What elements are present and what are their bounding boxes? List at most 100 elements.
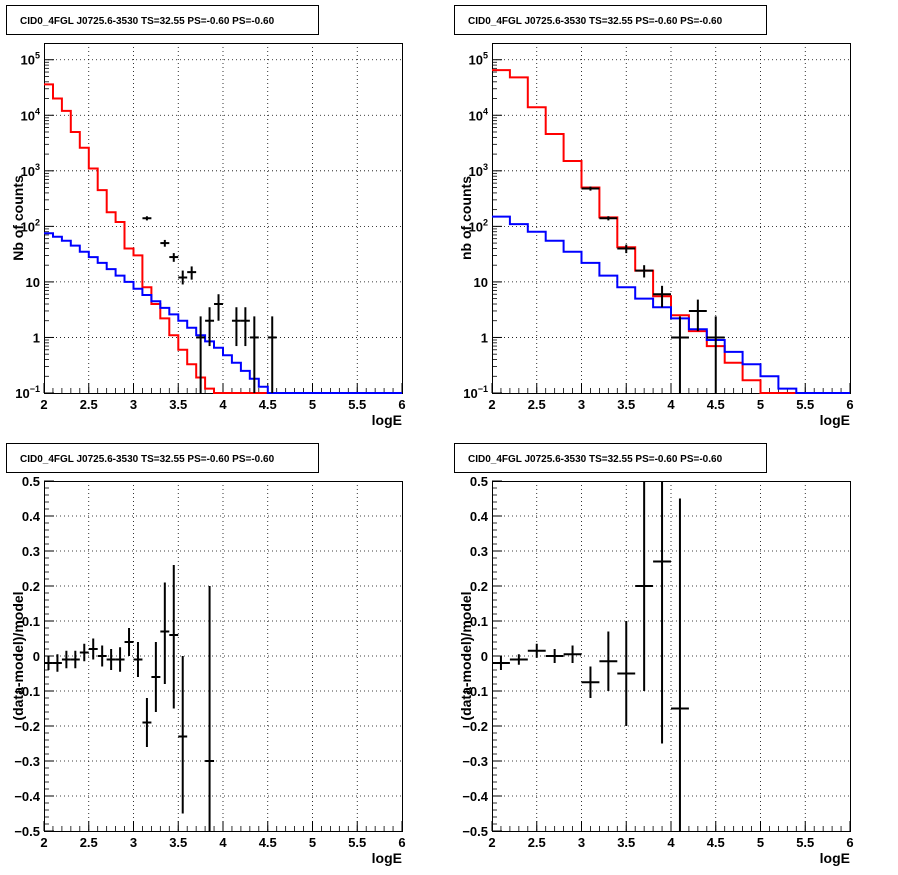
- y-tick-label: 102: [21, 217, 40, 234]
- x-axis-label: logE: [372, 412, 402, 428]
- x-tick-label: 2: [40, 397, 47, 412]
- data-point: [492, 656, 510, 670]
- y-tick-base: 0: [481, 649, 488, 664]
- y-tick-label: 103: [469, 162, 488, 179]
- data-point: [160, 239, 170, 247]
- data-point: [599, 631, 618, 691]
- title-box: [6, 5, 319, 35]
- title-box: [454, 443, 767, 473]
- y-tick-base: 10: [474, 275, 488, 290]
- y-tick-label: 0: [33, 649, 40, 664]
- y-tick-exponent: 2: [35, 217, 40, 227]
- x-tick-label: 6: [398, 397, 405, 412]
- y-tick-label: −0.3: [14, 754, 40, 769]
- data-point: [617, 244, 636, 254]
- data-point: [106, 649, 116, 670]
- y-tick-exponent: 4: [483, 106, 488, 116]
- y-tick-base: −0.1: [462, 684, 488, 699]
- x-tick-label: 4: [667, 835, 675, 850]
- y-tick-label: −0.5: [14, 824, 40, 839]
- data-point: [79, 643, 89, 662]
- data-point: [44, 656, 53, 670]
- chart-panel-4: CID0_4FGL J0725.6-3530 TS=32.55 PS=-0.60…: [454, 443, 854, 866]
- y-tick-base: 0.1: [22, 614, 40, 629]
- model-histogram-1: [44, 83, 313, 394]
- data-point: [671, 316, 689, 393]
- data-point: [205, 307, 215, 347]
- data-point: [160, 582, 170, 684]
- chart-title: CID0_4FGL J0725.6-3530 TS=32.55 PS=-0.60…: [20, 16, 275, 27]
- x-tick-label: 6: [846, 397, 853, 412]
- data-point: [133, 642, 143, 677]
- data-point: [142, 698, 152, 747]
- y-tick-base: 0.3: [22, 544, 40, 559]
- x-tick-label: 3.5: [617, 397, 635, 412]
- title-box: [454, 5, 767, 35]
- y-tick-base: 10: [469, 108, 483, 123]
- y-tick-base: 0.4: [22, 509, 41, 524]
- y-axis-label: (data-model)/model: [458, 591, 474, 720]
- x-tick-label: 4.5: [259, 835, 277, 850]
- data-point: [635, 481, 654, 691]
- y-tick-label: 0.3: [22, 544, 40, 559]
- data-point: [196, 316, 206, 393]
- plot-frame: [492, 43, 851, 394]
- data-point: [240, 307, 250, 347]
- y-axis-label: Nb of counts: [10, 175, 26, 261]
- y-tick-label: 0.2: [22, 579, 40, 594]
- x-tick-label: 3.5: [169, 835, 187, 850]
- data-point: [653, 285, 671, 308]
- y-tick-base: −0.3: [14, 754, 40, 769]
- data-point: [671, 498, 689, 831]
- y-tick-label: 0.1: [470, 614, 488, 629]
- y-tick-base: 10: [21, 219, 35, 234]
- y-tick-label: 0.4: [22, 509, 41, 524]
- y-tick-exponent: −1: [478, 384, 488, 394]
- data-point: [169, 565, 179, 709]
- y-tick-label: 103: [21, 162, 40, 179]
- data-point: [635, 265, 654, 278]
- data-point: [581, 666, 600, 698]
- x-axis-label: logE: [372, 850, 402, 866]
- y-tick-label: −0.1: [14, 684, 40, 699]
- data-point: [214, 294, 223, 321]
- y-tick-label: 10−1: [15, 384, 40, 401]
- x-tick-label: 2.5: [80, 397, 98, 412]
- y-tick-base: −0.2: [462, 719, 488, 734]
- data-point: [599, 216, 618, 221]
- y-tick-label: −0.4: [14, 789, 40, 804]
- x-tick-label: 3: [578, 835, 585, 850]
- y-tick-label: 102: [469, 217, 488, 234]
- data-point: [115, 647, 125, 672]
- y-tick-label: 10: [26, 275, 40, 290]
- y-tick-exponent: 3: [483, 162, 488, 172]
- data-point: [267, 316, 277, 393]
- x-tick-label: 2: [488, 397, 495, 412]
- x-tick-label: 3: [130, 835, 137, 850]
- data-point: [205, 586, 215, 831]
- data-point: [97, 645, 107, 667]
- y-tick-base: −0.2: [14, 719, 40, 734]
- y-tick-label: 0.1: [22, 614, 40, 629]
- data-point: [169, 253, 179, 262]
- data-point: [617, 621, 636, 726]
- data-point: [563, 645, 582, 663]
- y-tick-label: 0.2: [470, 579, 488, 594]
- data-point: [653, 481, 671, 744]
- y-tick-base: 0.2: [22, 579, 40, 594]
- y-tick-exponent: 2: [483, 217, 488, 227]
- chart-panel-2: CID0_4FGL J0725.6-3530 TS=32.55 PS=-0.60…: [454, 5, 854, 428]
- y-tick-label: 104: [469, 106, 488, 123]
- y-tick-base: −0.5: [462, 824, 488, 839]
- y-tick-base: 0.3: [470, 544, 488, 559]
- data-point: [61, 650, 71, 669]
- x-tick-label: 3: [578, 397, 585, 412]
- y-axis-label: nb of counts: [458, 176, 474, 260]
- y-tick-label: 0.5: [470, 474, 488, 489]
- chart-title: CID0_4FGL J0725.6-3530 TS=32.55 PS=-0.60…: [468, 454, 723, 465]
- y-tick-base: −0.3: [462, 754, 488, 769]
- y-tick-label: 0.5: [22, 474, 40, 489]
- y-tick-base: 10: [21, 108, 35, 123]
- y-tick-label: 105: [469, 51, 488, 68]
